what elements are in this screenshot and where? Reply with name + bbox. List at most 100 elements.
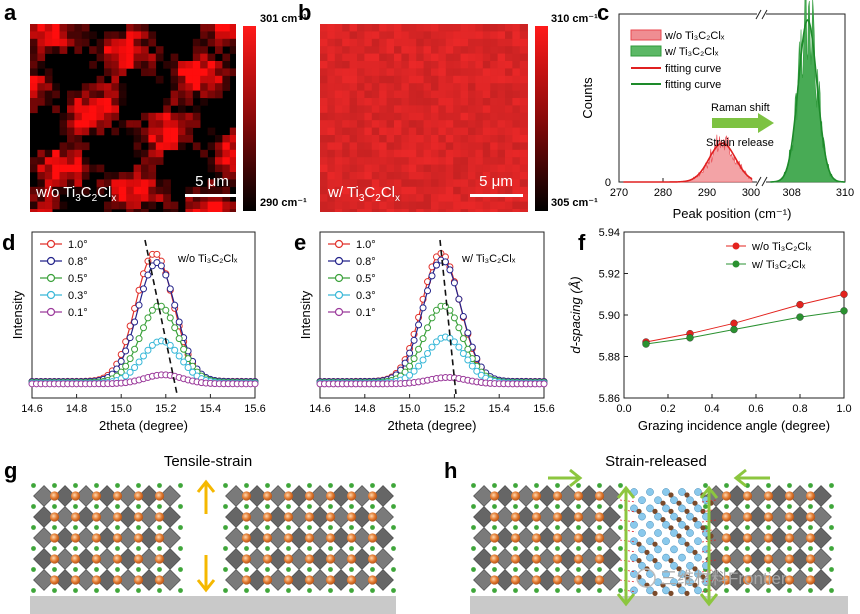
map-a-pixel [222, 68, 231, 77]
map-b-pixel [497, 194, 506, 202]
map-b-pixel [519, 149, 528, 158]
a-site-cation [742, 512, 753, 522]
a-site-cation [241, 533, 252, 543]
halide-atom [534, 504, 539, 509]
arrow-left-top [548, 468, 583, 488]
a-site-cation [742, 575, 753, 585]
map-b-pixel [423, 157, 432, 165]
map-a-pixel [118, 172, 127, 180]
map-b-pixel [512, 68, 521, 77]
chart-f-xtick-label: 0.4 [704, 403, 719, 415]
map-b-pixel [401, 135, 410, 143]
map-b-pixel [401, 172, 410, 180]
octahedron [159, 569, 181, 591]
map-b-pixel [475, 38, 484, 47]
halide-atom [286, 567, 291, 572]
halide-atom [349, 525, 354, 530]
a-site-cation [49, 554, 60, 564]
map-b-pixel [364, 149, 373, 158]
map-b-pixel [512, 201, 521, 210]
map-b-pixel [334, 186, 343, 195]
map-b-pixel [357, 112, 365, 121]
a-site-cation [721, 554, 732, 564]
map-a-pixel [207, 38, 216, 47]
chart-f-point-1 [686, 334, 694, 342]
map-b-pixel [505, 24, 513, 32]
map-b-pixel [482, 209, 491, 212]
map-b-pixel [349, 127, 358, 136]
map-b-pixel [364, 105, 373, 114]
map-b-pixel [445, 209, 454, 212]
map-a-pixel [133, 209, 142, 212]
chartE-legend-text-3: 0.3° [356, 290, 376, 302]
a-site-cation [573, 512, 584, 522]
map-b-pixel [505, 164, 513, 173]
map-b-pixel [327, 112, 336, 121]
chartE-point-3 [415, 362, 423, 370]
map-b-pixel [519, 157, 528, 165]
map-b-pixel [357, 135, 365, 143]
map-b-pixel [364, 179, 373, 188]
halide-atom [576, 588, 581, 593]
map-a-pixel [229, 179, 236, 188]
map-b-pixel [349, 46, 358, 54]
chartE-point-3 [432, 338, 440, 346]
map-b-pixel [438, 186, 447, 195]
map-b-pixel [401, 46, 410, 54]
map-a-pixel [37, 46, 46, 54]
map-b-pixel [379, 209, 387, 212]
map-b-pixel [490, 186, 498, 195]
chartE-point-2 [406, 362, 414, 370]
map-b-pixel [379, 186, 387, 195]
map-b-pixel [371, 194, 380, 202]
map-b-pixel [357, 31, 365, 40]
map-a-pixel [200, 83, 208, 91]
a-site-cation [552, 491, 563, 501]
mxene-cl-atom [638, 529, 646, 537]
map-b-pixel [505, 209, 513, 212]
chartE-point-3 [428, 343, 436, 351]
halide-atom [555, 546, 560, 551]
a-site-cation [262, 575, 273, 585]
octahedron [138, 569, 160, 591]
halide-atom [94, 588, 99, 593]
map-a-pixel [44, 90, 53, 99]
chart-f-xtick-label: 0.8 [792, 403, 807, 415]
map-b-pixel [357, 157, 365, 165]
chartE-point-1 [432, 261, 440, 269]
map-a-pixel [222, 75, 231, 84]
chartD-legend-text-2: 0.5° [68, 273, 88, 285]
map-b-pixel [320, 201, 328, 210]
map-a-pixel [67, 149, 75, 158]
map-b-pixel [490, 75, 498, 84]
map-a-pixel [44, 172, 53, 180]
halide-atom [73, 483, 78, 488]
chartD-point-3 [166, 341, 174, 349]
map-a-pixel [74, 31, 83, 40]
interaction-bond [619, 499, 637, 503]
halide-atom [492, 504, 497, 509]
chartD-point-2 [175, 335, 183, 343]
map-b-pixel [482, 142, 491, 151]
a-site-cation [325, 575, 336, 585]
map-a-pixel [192, 186, 201, 195]
map-b-pixel [423, 194, 432, 202]
map-b-pixel [497, 135, 506, 143]
map-b-pixel [394, 98, 402, 106]
map-b-pixel [408, 38, 417, 47]
map-b-pixel [490, 149, 498, 158]
halide-atom [492, 567, 497, 572]
map-a-pixel [178, 68, 186, 77]
map-b-pixel [371, 209, 380, 212]
halide-atom [766, 483, 771, 488]
a-site-cation [510, 512, 521, 522]
octahedron [578, 569, 600, 591]
halide-atom [391, 525, 396, 530]
chartD-legend-text-0: 1.0° [68, 239, 88, 251]
map-a-pixel [37, 209, 46, 212]
mxene-cl-atom [678, 488, 686, 496]
map-a-pixel [59, 164, 68, 173]
octahedron [372, 569, 394, 591]
